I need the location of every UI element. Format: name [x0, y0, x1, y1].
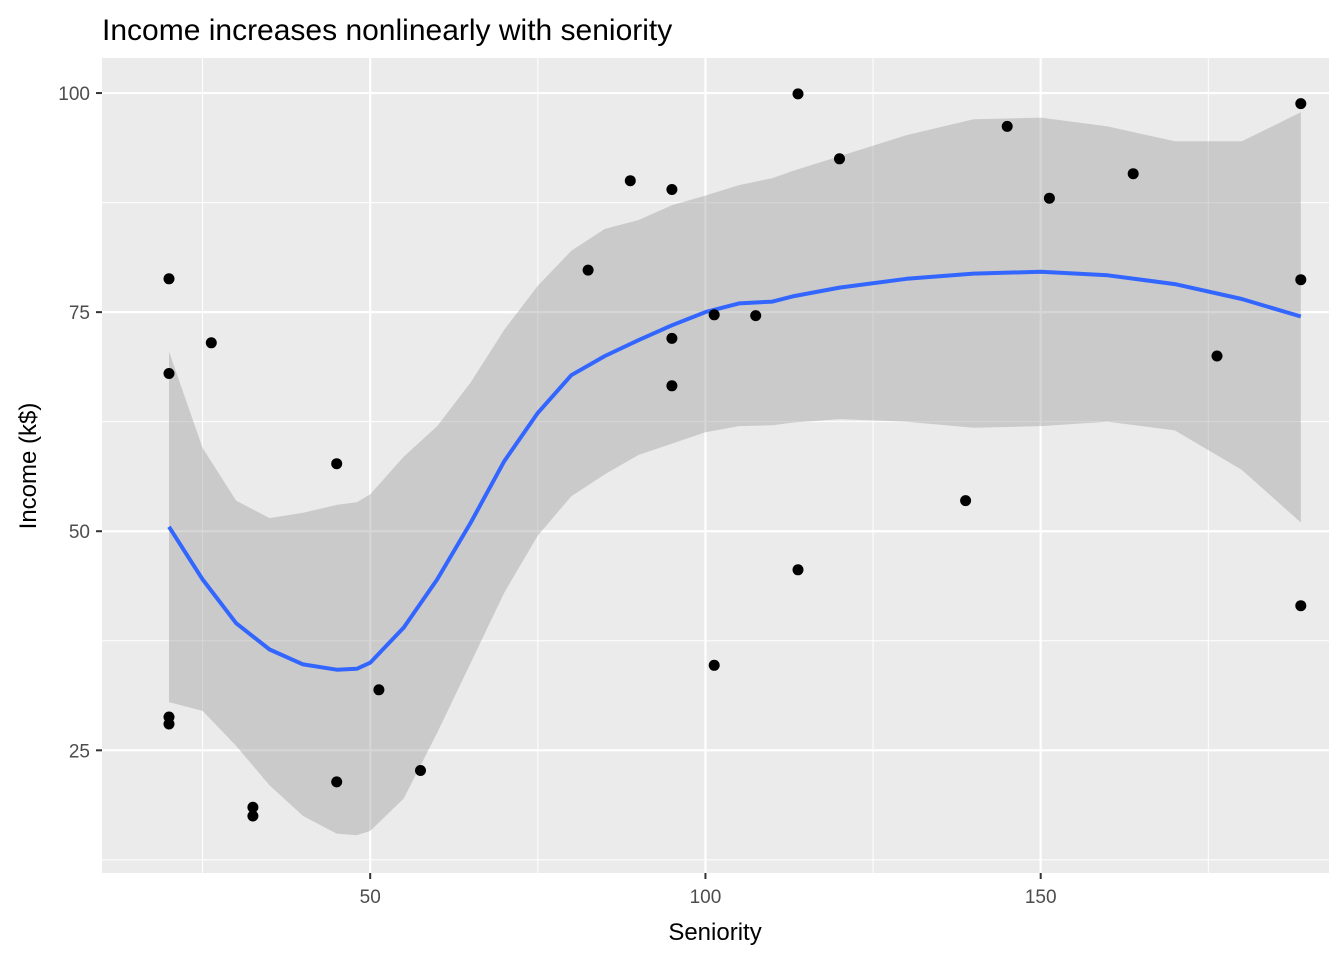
- data-point: [373, 684, 385, 696]
- data-point: [1001, 120, 1013, 132]
- data-point: [624, 175, 636, 187]
- data-point: [1211, 350, 1223, 362]
- data-point: [960, 495, 972, 507]
- y-tick-label: 25: [69, 741, 90, 762]
- y-axis-title: Income (k$): [15, 403, 42, 530]
- data-point: [1295, 274, 1307, 286]
- x-axis-ticks: 50 100 150: [360, 873, 1057, 908]
- data-point: [750, 310, 762, 322]
- x-axis-title: Seniority: [668, 919, 761, 946]
- x-tick-label: 150: [1025, 887, 1057, 908]
- data-point: [792, 564, 804, 576]
- confidence-band: [169, 112, 1301, 836]
- x-tick-label: 100: [690, 887, 722, 908]
- data-point: [1127, 168, 1139, 180]
- y-tick-label: 75: [69, 303, 90, 324]
- smooth-line-layer: [167, 269, 1302, 672]
- confidence-band-layer: [169, 112, 1301, 836]
- data-point: [247, 810, 259, 822]
- data-point: [708, 309, 720, 321]
- y-axis-ticks: 25 50 75 100: [58, 84, 102, 762]
- y-tick-label: 50: [69, 522, 90, 543]
- panel-background: [102, 58, 1329, 873]
- x-tick-label: 50: [360, 887, 381, 908]
- data-point: [834, 153, 845, 165]
- data-point: [205, 337, 217, 349]
- data-point: [163, 368, 175, 379]
- data-point: [666, 380, 678, 392]
- data-point: [708, 659, 720, 671]
- minor-gridlines: [102, 58, 1329, 873]
- y-tick-label: 100: [58, 84, 90, 105]
- data-point: [163, 273, 175, 285]
- data-point: [163, 718, 175, 730]
- data-point: [1295, 600, 1307, 612]
- data-point: [1295, 98, 1307, 110]
- data-point: [331, 776, 343, 788]
- data-point: [666, 332, 678, 344]
- chart-title: Income increases nonlinearly with senior…: [102, 14, 672, 47]
- data-point: [666, 184, 678, 195]
- smooth-line: [167, 269, 1302, 672]
- data-point: [247, 801, 259, 813]
- points-layer: [163, 88, 1307, 822]
- data-point: [415, 765, 426, 776]
- data-point: [582, 264, 594, 276]
- data-point: [331, 458, 343, 470]
- data-point: [1043, 192, 1055, 204]
- data-point: [792, 88, 804, 100]
